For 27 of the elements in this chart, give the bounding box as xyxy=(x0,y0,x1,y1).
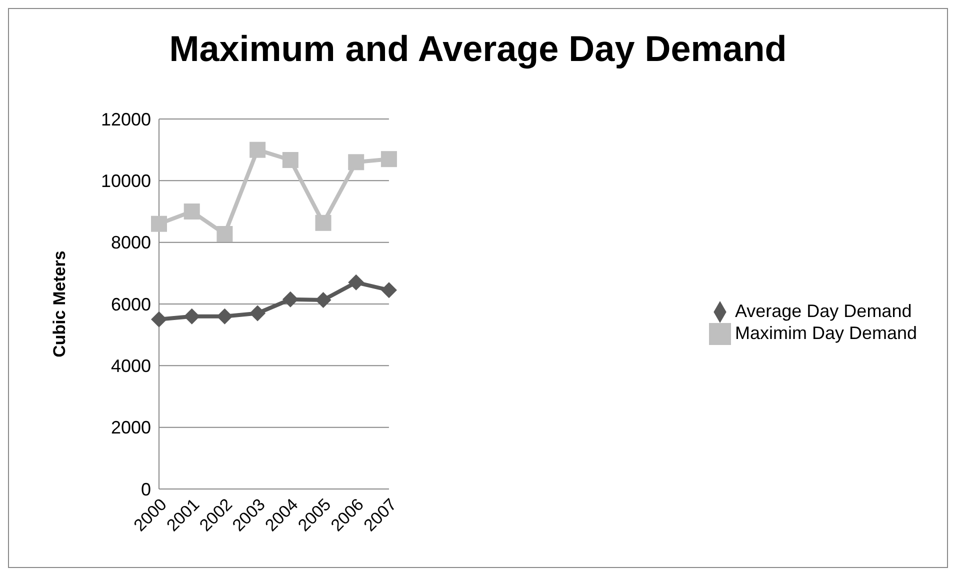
point xyxy=(216,308,233,324)
point xyxy=(250,305,266,322)
point xyxy=(151,311,167,328)
y-tick-label: 4000 xyxy=(110,356,151,376)
text: Maximum and Average Day Demand xyxy=(168,27,788,71)
point xyxy=(380,151,397,168)
point xyxy=(282,291,298,308)
point xyxy=(250,142,266,158)
legend-label: Average Day Demand xyxy=(734,300,912,321)
y-tick-label: 10000 xyxy=(100,171,151,192)
y-tick-label: 12000 xyxy=(100,109,151,130)
y-axis-title: Cubic Meters xyxy=(50,250,70,358)
point xyxy=(184,308,200,324)
point xyxy=(184,204,200,220)
y-tick-label: 2000 xyxy=(110,418,151,438)
legend-label: Maximim Day Demand xyxy=(734,323,917,343)
point xyxy=(380,282,397,298)
y-tick-label: 0 xyxy=(140,479,151,500)
point xyxy=(216,226,233,242)
point xyxy=(315,292,332,308)
y-tick-label: 6000 xyxy=(110,294,151,314)
point xyxy=(348,274,364,290)
y-tick-label: 8000 xyxy=(110,232,151,253)
point xyxy=(282,152,298,168)
point xyxy=(348,154,364,170)
point xyxy=(151,216,167,232)
point xyxy=(315,214,332,231)
